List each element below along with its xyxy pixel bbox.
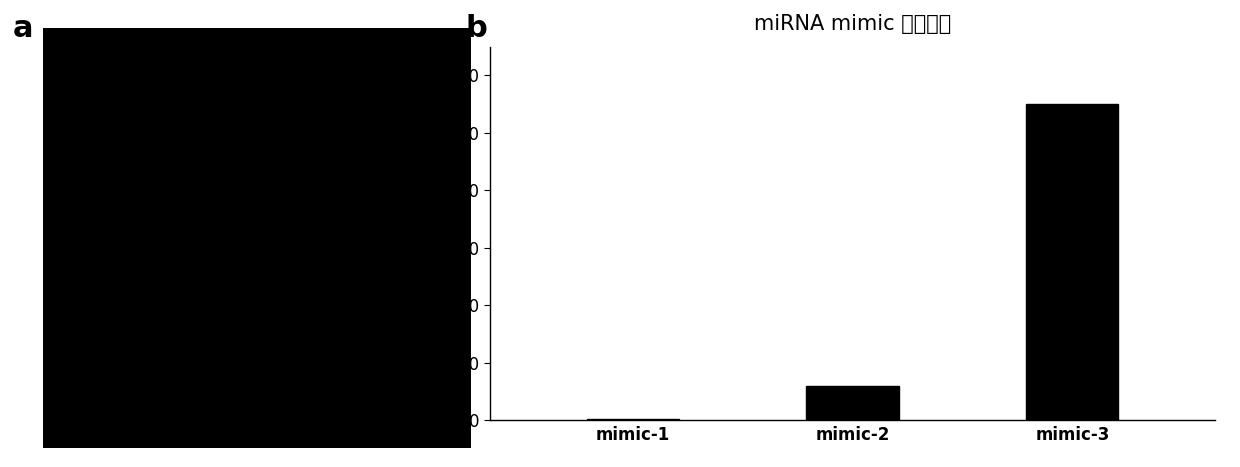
- Text: b: b: [465, 14, 487, 43]
- Text: a: a: [12, 14, 33, 43]
- Bar: [1027, 104, 1118, 420]
- Bar: [806, 386, 899, 420]
- Bar: [587, 418, 678, 420]
- Title: miRNA mimic 相对丰度: miRNA mimic 相对丰度: [754, 14, 951, 34]
